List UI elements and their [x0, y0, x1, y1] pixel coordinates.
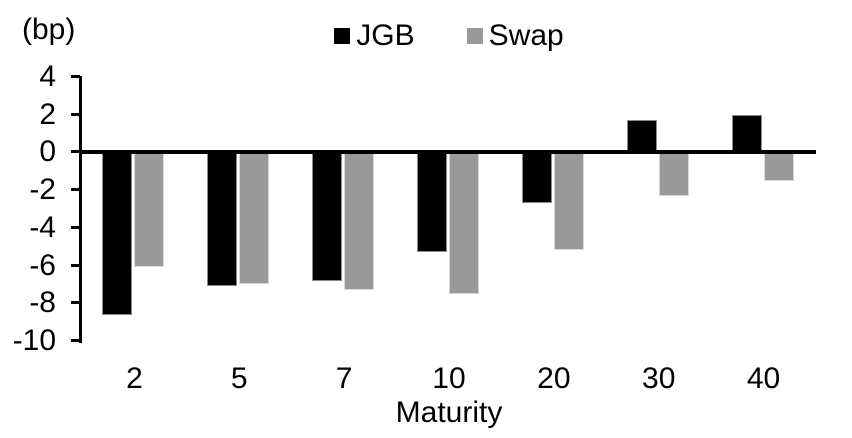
bar-swap-10 [449, 152, 479, 294]
x-axis-label-7: 7 [335, 362, 353, 395]
y-axis-label-4: 4 [39, 60, 56, 93]
x-axis-label-2: 2 [126, 362, 143, 395]
x-axis-label-10: 10 [432, 362, 466, 395]
legend-swatch-swap [466, 28, 483, 44]
bar-jgb-40 [731, 114, 762, 153]
bar-swap-7 [344, 152, 375, 291]
x-axis-label-40: 40 [746, 362, 781, 395]
y-axis-label-2: 2 [39, 97, 56, 131]
bar-jgb-20 [521, 152, 552, 204]
bar-jgb-10 [417, 152, 447, 253]
y-axis-tick [71, 225, 80, 229]
x-axis-title: Maturity [395, 396, 503, 429]
y-axis-label-0: 0 [39, 135, 56, 169]
bar-swap-40 [763, 152, 794, 181]
x-axis-label-5: 5 [230, 362, 248, 395]
y-axis-tick [71, 112, 80, 116]
y-axis-tick [71, 188, 80, 192]
y-axis-label--10: -10 [12, 324, 56, 357]
bar-jgb-2 [102, 152, 133, 315]
bar-jgb-30 [626, 120, 657, 153]
y-axis-line [79, 76, 82, 343]
bar-jgb-7 [312, 152, 343, 281]
legend-label-jgb: JGB [356, 19, 415, 52]
y-axis-label--8: -8 [29, 286, 56, 320]
bar-swap-5 [239, 152, 270, 285]
zero-line [79, 150, 816, 155]
bar-swap-30 [658, 152, 689, 196]
y-axis-label--6: -6 [29, 248, 56, 282]
bar-swap-2 [134, 152, 165, 268]
x-axis-label-20: 20 [537, 362, 571, 395]
legend: JGB Swap [82, 20, 816, 52]
y-axis-tick [71, 75, 80, 78]
y-axis-tick [71, 301, 80, 305]
bar-swap-20 [553, 152, 584, 251]
x-axis-label-30: 30 [642, 362, 676, 395]
y-axis-tick [71, 339, 80, 342]
y-axis-unit-label: (bp) [22, 13, 76, 46]
y-axis-label--4: -4 [29, 210, 56, 244]
legend-label-swap: Swap [488, 19, 564, 52]
bar-jgb-5 [207, 152, 238, 287]
y-axis-label--2: -2 [29, 173, 56, 207]
legend-swatch-jgb [334, 28, 351, 44]
y-axis-tick [71, 150, 80, 154]
legend-item-jgb: JGB [334, 19, 415, 52]
legend-item-swap: Swap [466, 19, 564, 52]
y-axis-tick [71, 263, 80, 267]
